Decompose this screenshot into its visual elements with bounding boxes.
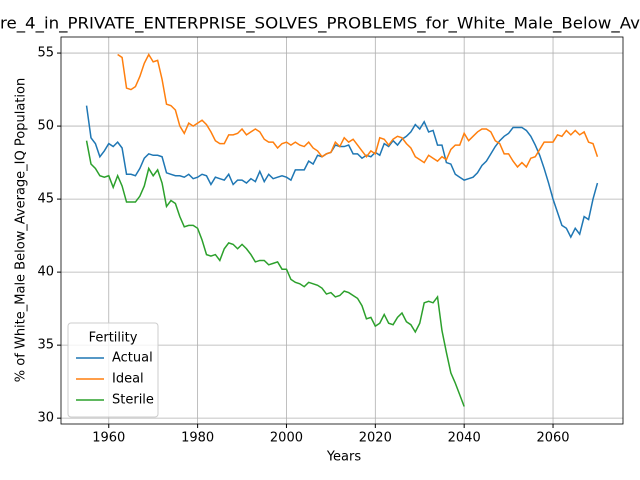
legend-label: Ideal [112,372,144,387]
y-tick-label: 55 [37,46,54,61]
legend-title: Fertility [89,331,138,346]
legend-label: Sterile [112,393,154,408]
chart-title: re_4_in_PRIVATE_ENTERPRISE_SOLVES_PROBLE… [0,14,640,34]
legend-box [67,322,159,418]
y-tick-label: 35 [37,338,54,353]
plot-frame [60,36,624,425]
x-tick-label: 1980 [181,431,214,446]
x-tick-label: 2040 [448,431,481,446]
x-tick-label: 2020 [359,431,392,446]
legend-label: Actual [112,351,153,366]
x-tick-label: 2000 [270,431,303,446]
y-tick-label: 40 [37,265,54,280]
y-tick-label: 50 [37,119,54,134]
x-tick-label: 2060 [536,431,569,446]
data-line [85,140,465,407]
y-tick-label: 45 [37,192,54,207]
x-tick-label: 1960 [92,431,125,446]
y-axis-label: % of White_Male Below_Average_IQ Populat… [14,78,29,382]
data-line [117,52,599,169]
data-line [85,105,599,239]
y-tick-label: 30 [37,411,54,426]
x-axis-label: Years [326,450,362,465]
